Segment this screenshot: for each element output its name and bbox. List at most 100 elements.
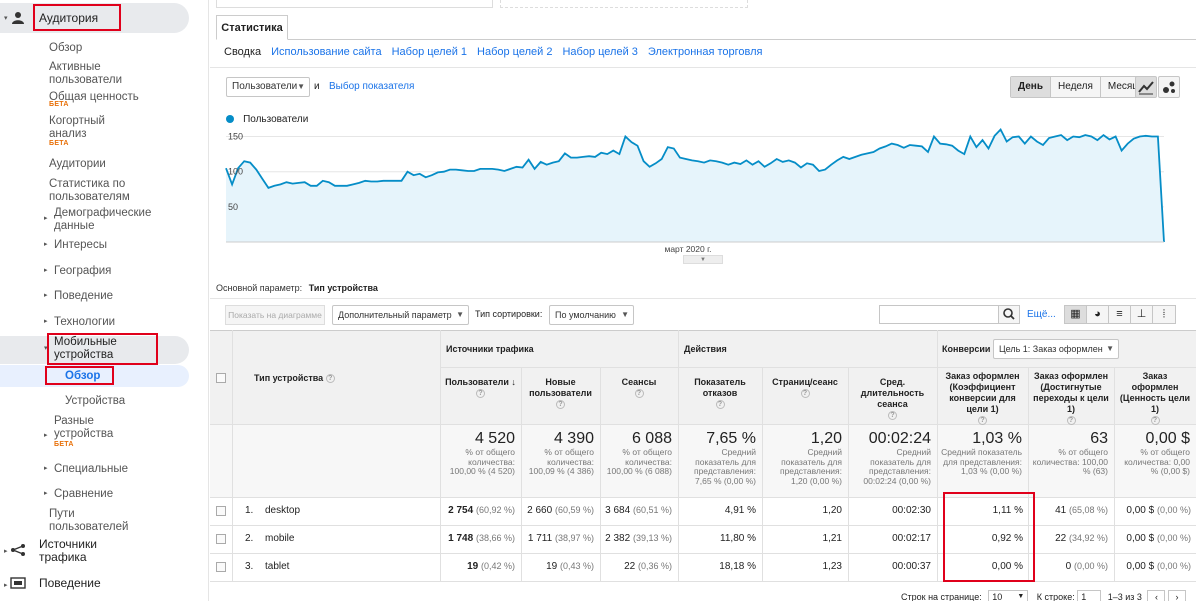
sidebar-item-devices[interactable]: Устройства xyxy=(65,395,126,407)
collapse-triangle-icon[interactable]: ▾ xyxy=(4,15,8,22)
row-checkbox[interactable] xyxy=(216,506,226,516)
sidebar-audience-bg[interactable] xyxy=(0,3,189,33)
sidebar-item-technology[interactable]: Технологии xyxy=(54,316,116,328)
next-page-icon[interactable]: › xyxy=(1167,590,1186,601)
table-view-icon[interactable]: ▦ xyxy=(1065,306,1087,323)
col-header-label: Заказ оформлен (Ценность цели 1) xyxy=(1119,371,1191,414)
row-device-name[interactable]: mobile xyxy=(265,533,295,544)
sidebar-audience[interactable]: Аудитория xyxy=(39,11,99,25)
subtab-summary[interactable]: Сводка xyxy=(224,46,262,58)
col-header-7[interactable]: Заказ оформлен (Достигнутые переходы к ц… xyxy=(1032,371,1110,426)
sidebar-item-interests[interactable]: Интересы xyxy=(54,239,107,251)
cell-avg-duration: 00:00:37 xyxy=(849,561,931,572)
tab-statistics[interactable]: Статистика xyxy=(216,15,288,40)
table-search-input[interactable] xyxy=(879,305,999,324)
help-icon[interactable]: ? xyxy=(715,400,725,410)
pie-view-icon[interactable]: ◕ xyxy=(1087,306,1109,323)
total-caption: % от общего количества: 0,00 % (0,00 $) xyxy=(1124,447,1190,476)
primary-dimension-value[interactable]: Тип устройства xyxy=(308,283,378,293)
sidebar-item-user-explorer[interactable]: Статистика по пользователям xyxy=(49,178,130,203)
prev-page-icon[interactable]: ‹ xyxy=(1147,590,1166,601)
help-icon[interactable]: ? xyxy=(634,389,644,399)
sidebar-item-benchmarking[interactable]: Сравнение xyxy=(54,488,114,500)
select-all-checkbox[interactable] xyxy=(216,373,226,383)
month-button[interactable]: Месяц xyxy=(1100,77,1146,97)
sidebar-item-cross-device[interactable]: Разные устройства xyxy=(54,415,114,440)
col-header-8[interactable]: Заказ оформлен (Ценность цели 1)? xyxy=(1118,371,1192,426)
bar-view-icon[interactable]: ≡ xyxy=(1109,306,1131,323)
chevron-down-icon: ▼ xyxy=(1106,344,1114,353)
row-checkbox[interactable] xyxy=(216,562,226,572)
cell-value: 2 660 xyxy=(527,505,553,516)
sidebar-item-geo[interactable]: География xyxy=(54,265,112,277)
motion-chart-button[interactable] xyxy=(1158,76,1180,98)
row-device-name[interactable]: desktop xyxy=(265,505,301,516)
col-header-1[interactable]: Новые пользователи? xyxy=(525,377,596,410)
sidebar-behavior[interactable]: Поведение xyxy=(39,576,101,590)
sidebar-item-lifetime-value[interactable]: Общая ценность xyxy=(49,91,139,103)
sidebar-overview-bg xyxy=(0,365,189,387)
help-icon[interactable]: ? xyxy=(1066,416,1076,426)
sidebar-item-cohort[interactable]: Когортный анализ xyxy=(49,115,105,140)
total-value: 6 088 xyxy=(631,430,672,447)
help-icon[interactable]: ? xyxy=(800,389,810,399)
search-button[interactable] xyxy=(998,305,1020,324)
help-icon[interactable]: ? xyxy=(476,389,485,399)
goal-select[interactable]: Цель 1: Заказ оформлен ▼ xyxy=(993,339,1119,359)
cell-pages-session: 1,20 xyxy=(763,505,842,516)
goto-input[interactable]: 1 xyxy=(1077,590,1102,601)
cell-users: 1 748 (38,66 %) xyxy=(442,533,515,544)
pivot-view-icon[interactable]: ⦙ xyxy=(1153,306,1175,323)
col-header-5[interactable]: Сред. длительность сеанса? xyxy=(852,377,933,421)
metric-select[interactable]: Пользователи ▼ xyxy=(226,77,310,97)
sidebar-item-behavior-aud[interactable]: Поведение xyxy=(54,290,114,302)
help-icon[interactable]: ? xyxy=(978,416,987,426)
sort-type-select[interactable]: По умолчанию ▼ xyxy=(549,305,634,325)
acquisition-icon xyxy=(11,544,25,556)
subtab-goal-set-2[interactable]: Набор целей 2 xyxy=(477,46,553,58)
sidebar-item-custom[interactable]: Специальные xyxy=(54,463,129,475)
subtab-goal-set-1[interactable]: Набор целей 1 xyxy=(391,46,468,58)
line-chart-button[interactable] xyxy=(1135,76,1157,98)
choose-metric-link[interactable]: Выбор показателя xyxy=(329,81,415,92)
secondary-dimension-select[interactable]: Дополнительный параметр ▼ xyxy=(332,305,469,325)
more-link[interactable]: Ещё... xyxy=(1027,309,1056,320)
row-checkbox[interactable] xyxy=(216,534,226,544)
sidebar-item-active-users[interactable]: Активные пользователи xyxy=(49,61,123,86)
row-index: 2. xyxy=(245,533,254,544)
sidebar-item-audiences[interactable]: Аудитории xyxy=(49,158,106,170)
comparison-view-icon[interactable]: ⊥ xyxy=(1131,306,1153,323)
subtab-goal-set-3[interactable]: Набор целей 3 xyxy=(562,46,638,58)
col-header-0[interactable]: Пользователи ↓? xyxy=(444,377,517,399)
cell-goal-value: 0,00 $ (0,00 %) xyxy=(1115,561,1191,572)
sidebar-item-users-flow[interactable]: Пути пользователей xyxy=(49,508,129,533)
row-device-name[interactable]: tablet xyxy=(265,561,290,572)
sidebar-item-demographics[interactable]: Демографические данные xyxy=(54,207,152,232)
col-header-3[interactable]: Показатель отказов? xyxy=(682,377,758,410)
expand-triangle-icon[interactable]: ▸ xyxy=(4,582,8,589)
help-icon[interactable]: ? xyxy=(888,411,897,421)
subtab-ecommerce[interactable]: Электронная торговля xyxy=(647,46,763,58)
help-icon[interactable]: ? xyxy=(325,374,335,384)
sort-arrow-icon[interactable]: ↓ xyxy=(508,377,516,387)
col-header-4[interactable]: Страниц/сеанс? xyxy=(766,377,844,399)
col-header-2[interactable]: Сеансы? xyxy=(604,377,674,399)
col-header-6[interactable]: Заказ оформлен (Коэффициент конверсии дл… xyxy=(941,371,1024,426)
subtab-site-usage[interactable]: Использование сайта xyxy=(271,46,382,58)
sidebar-traffic-sources[interactable]: Источники трафика xyxy=(39,537,97,564)
x-axis-label: март 2020 г. xyxy=(664,244,711,254)
plot-rows-button[interactable]: Показать на диаграмме xyxy=(225,305,325,325)
chart-collapse-handle[interactable]: ▼ xyxy=(683,255,723,264)
expand-triangle-icon[interactable]: ▸ xyxy=(4,548,8,555)
day-button[interactable]: День xyxy=(1011,77,1051,97)
help-icon[interactable]: ? xyxy=(556,400,565,410)
rows-per-page-select[interactable]: 10 ▼ xyxy=(988,590,1029,601)
cell-percent: (0,36 %) xyxy=(637,561,672,571)
help-icon[interactable]: ? xyxy=(1150,416,1160,426)
sidebar-item-overview[interactable]: Обзор xyxy=(49,42,83,54)
col-device-type[interactable]: Тип устройства ? xyxy=(254,373,335,384)
sidebar-item-mobile[interactable]: Мобильные устройства xyxy=(54,336,117,361)
cell-bounce-rate: 4,91 % xyxy=(679,505,756,516)
week-button[interactable]: Неделя xyxy=(1051,77,1101,97)
sidebar-item-mobile-overview[interactable]: Обзор xyxy=(65,370,101,382)
